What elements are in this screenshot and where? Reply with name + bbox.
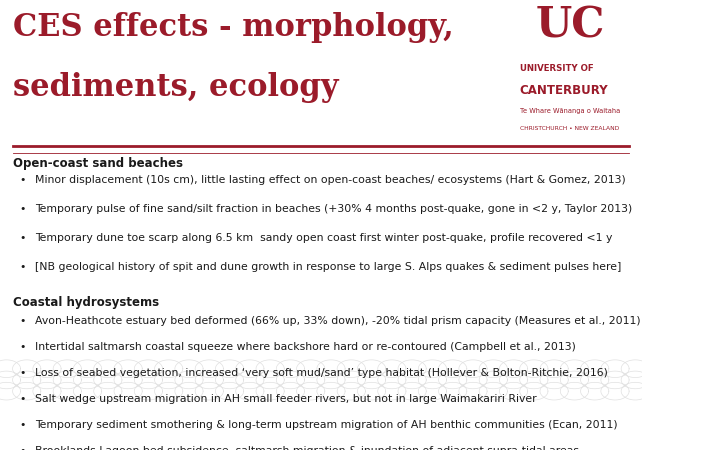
Text: Coastal hydrosystems: Coastal hydrosystems: [13, 297, 159, 310]
Text: •: •: [19, 204, 26, 214]
Text: Intertidal saltmarsh coastal squeeze where backshore hard or re-contoured (Campb: Intertidal saltmarsh coastal squeeze whe…: [35, 342, 576, 352]
Text: sediments, ecology: sediments, ecology: [13, 72, 338, 103]
Text: •: •: [19, 342, 26, 352]
Text: Open-coast sand beaches: Open-coast sand beaches: [13, 157, 183, 170]
Text: •: •: [19, 394, 26, 404]
Text: •: •: [19, 316, 26, 326]
Text: CANTERBURY: CANTERBURY: [520, 84, 608, 97]
Text: Brooklands Lagoon bed subsidence, saltmarsh migration & inundation of adjacent s: Brooklands Lagoon bed subsidence, saltma…: [35, 446, 580, 450]
Text: Temporary sediment smothering & long-term upstream migration of AH benthic commu: Temporary sediment smothering & long-ter…: [35, 420, 618, 430]
Text: Avon-Heathcote estuary bed deformed (66% up, 33% down), -20% tidal prism capacit: Avon-Heathcote estuary bed deformed (66%…: [35, 316, 641, 326]
Text: UC: UC: [536, 4, 606, 46]
Text: [NB geological history of spit and dune growth in response to large S. Alps quak: [NB geological history of spit and dune …: [35, 262, 621, 272]
Text: CHRISTCHURCH • NEW ZEALAND: CHRISTCHURCH • NEW ZEALAND: [520, 126, 619, 131]
Text: •: •: [19, 420, 26, 430]
Text: •: •: [19, 368, 26, 378]
Text: Loss of seabed vegetation, increased ‘very soft mud/sand’ type habitat (Hollever: Loss of seabed vegetation, increased ‘ve…: [35, 368, 608, 378]
Text: Temporary dune toe scarp along 6.5 km  sandy open coast first winter post-quake,: Temporary dune toe scarp along 6.5 km sa…: [35, 233, 613, 243]
Text: Te Whare Wānanga o Waitaha: Te Whare Wānanga o Waitaha: [520, 108, 620, 114]
Text: Minor displacement (10s cm), little lasting effect on open-coast beaches/ ecosys: Minor displacement (10s cm), little last…: [35, 175, 626, 184]
Text: UNIVERSITY OF: UNIVERSITY OF: [520, 64, 593, 73]
Text: •: •: [19, 262, 26, 272]
Text: •: •: [19, 446, 26, 450]
Text: Salt wedge upstream migration in AH small feeder rivers, but not in large Waimak: Salt wedge upstream migration in AH smal…: [35, 394, 537, 404]
Text: CES effects - morphology,: CES effects - morphology,: [13, 12, 454, 43]
Text: •: •: [19, 233, 26, 243]
Text: •: •: [19, 175, 26, 184]
Text: Temporary pulse of fine sand/silt fraction in beaches (+30% 4 months post-quake,: Temporary pulse of fine sand/silt fracti…: [35, 204, 633, 214]
